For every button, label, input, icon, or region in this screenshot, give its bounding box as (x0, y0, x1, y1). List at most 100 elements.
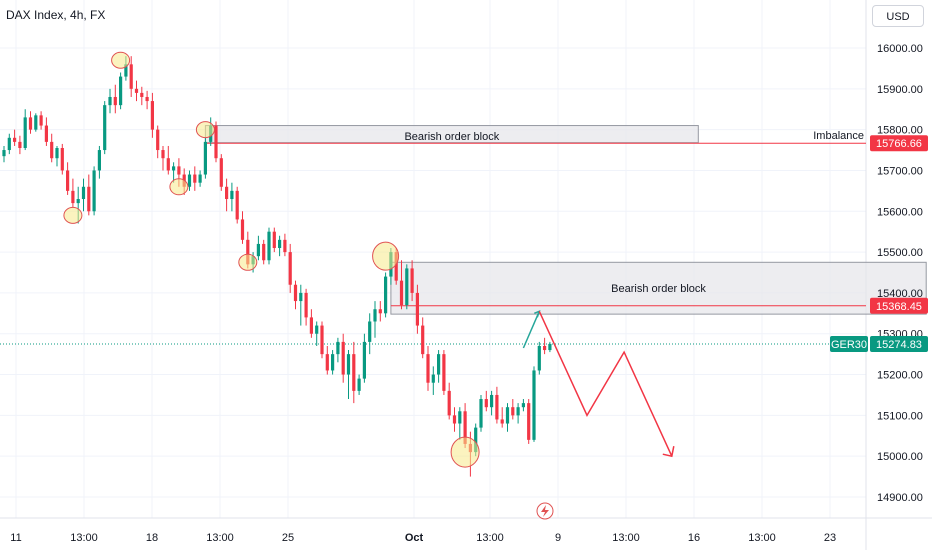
candle-body (129, 64, 133, 89)
highlight-circle (195, 121, 215, 139)
y-tick-label: 15700.00 (877, 165, 923, 177)
y-tick-label: 15200.00 (877, 370, 923, 382)
currency-selector[interactable]: USD (872, 5, 924, 27)
candle-body (150, 101, 154, 130)
candle-body (341, 341, 345, 375)
x-tick-label: 23 (824, 532, 836, 544)
candle-body (474, 427, 478, 453)
candle-body (55, 148, 59, 159)
y-tick-label: 14900.00 (877, 492, 923, 504)
candle-body (315, 325, 319, 334)
candle-body (336, 341, 340, 355)
candle-body (28, 117, 33, 130)
candle-body (495, 394, 499, 420)
projection-up-arrow (522, 310, 540, 349)
candle-body (225, 186, 229, 200)
candle-body (235, 190, 239, 220)
candle-body (368, 321, 372, 342)
candle-body (230, 190, 234, 200)
candle-body (97, 150, 101, 171)
x-tick-label: 9 (555, 532, 561, 544)
candle-body (278, 239, 282, 249)
candle-body (500, 419, 504, 424)
candle-body (346, 354, 351, 375)
symbol-tag: GER30 (831, 339, 867, 351)
highlight-circle (450, 436, 480, 468)
highlight-circle (238, 253, 258, 271)
time-axis[interactable]: 11 13:00 18 13:00 25 Oct 13:00 9 13:00 16 13:00 23 (10, 532, 836, 544)
candle-body (484, 399, 488, 408)
x-tick-label: 13:00 (748, 532, 776, 544)
candle-body (357, 378, 361, 391)
highlight-circle (372, 241, 400, 271)
candle-body (505, 407, 510, 424)
candle-body (304, 292, 308, 318)
candle-body (410, 268, 414, 293)
candle-body (399, 280, 404, 306)
candle-body (548, 343, 552, 351)
level-tag: 15368.45 (876, 301, 922, 313)
candle-body (134, 88, 139, 93)
candle-body (452, 415, 457, 424)
level-tag-bg (870, 297, 928, 314)
x-tick-label: 25 (282, 532, 294, 544)
x-tick-label: 13:00 (206, 532, 234, 544)
x-tick-label: 18 (146, 532, 158, 544)
candle-body (92, 170, 96, 212)
highlight-circle (111, 51, 131, 69)
candle-body (394, 252, 398, 281)
candle-body (103, 105, 107, 151)
candle-body (23, 117, 27, 149)
candle-body (161, 150, 165, 159)
imbalance-label: Imbalance (813, 130, 864, 142)
level-tag: 15766.66 (876, 138, 922, 150)
candle-body (405, 268, 409, 306)
y-tick-label: 15800.00 (877, 125, 923, 137)
candle-body (187, 174, 192, 187)
candle-body (219, 158, 223, 187)
candle-body (13, 137, 17, 142)
candle-body (119, 76, 123, 106)
candle-body (193, 174, 197, 183)
candle-body (378, 309, 382, 314)
candle-body (532, 370, 536, 440)
candle-body (384, 276, 388, 314)
candle-body (39, 115, 43, 126)
lightning-icon[interactable] (536, 502, 554, 520)
candle-body (177, 166, 181, 175)
candle-body (293, 284, 298, 302)
candle-body (521, 403, 525, 408)
y-tick-label: 15400.00 (877, 288, 923, 300)
y-tick-label: 16000.00 (877, 43, 923, 55)
order-block-label: Bearish order block (611, 283, 706, 295)
level-tag-bg (870, 135, 928, 152)
candle-body (437, 354, 441, 375)
candle-body (145, 96, 149, 102)
candle-body (490, 394, 494, 408)
candle-body (431, 374, 435, 383)
candle-body (463, 411, 467, 444)
candle-body (214, 125, 218, 159)
candle-body (76, 199, 80, 204)
x-tick-label: 16 (688, 532, 700, 544)
candle-body (2, 150, 6, 157)
candle-body (479, 399, 483, 428)
candle-body (18, 141, 22, 149)
candle-body (108, 96, 112, 106)
candle-body (240, 219, 245, 240)
projection-line (538, 310, 673, 457)
candle-body (66, 170, 70, 191)
candle-body (172, 166, 176, 171)
candle-body (331, 354, 335, 371)
candle-body (325, 354, 329, 371)
candle-body (537, 345, 541, 371)
candle-body (447, 390, 451, 416)
x-tick-label: 11 (10, 532, 21, 544)
candle-body (320, 325, 324, 355)
price-tags: 15766.66 15368.45 15274.83 GER30 (830, 135, 928, 353)
candle-body (113, 96, 117, 106)
candle-body (87, 186, 91, 212)
candle-body (352, 354, 356, 391)
current-price-tag: 15274.83 (876, 339, 922, 351)
